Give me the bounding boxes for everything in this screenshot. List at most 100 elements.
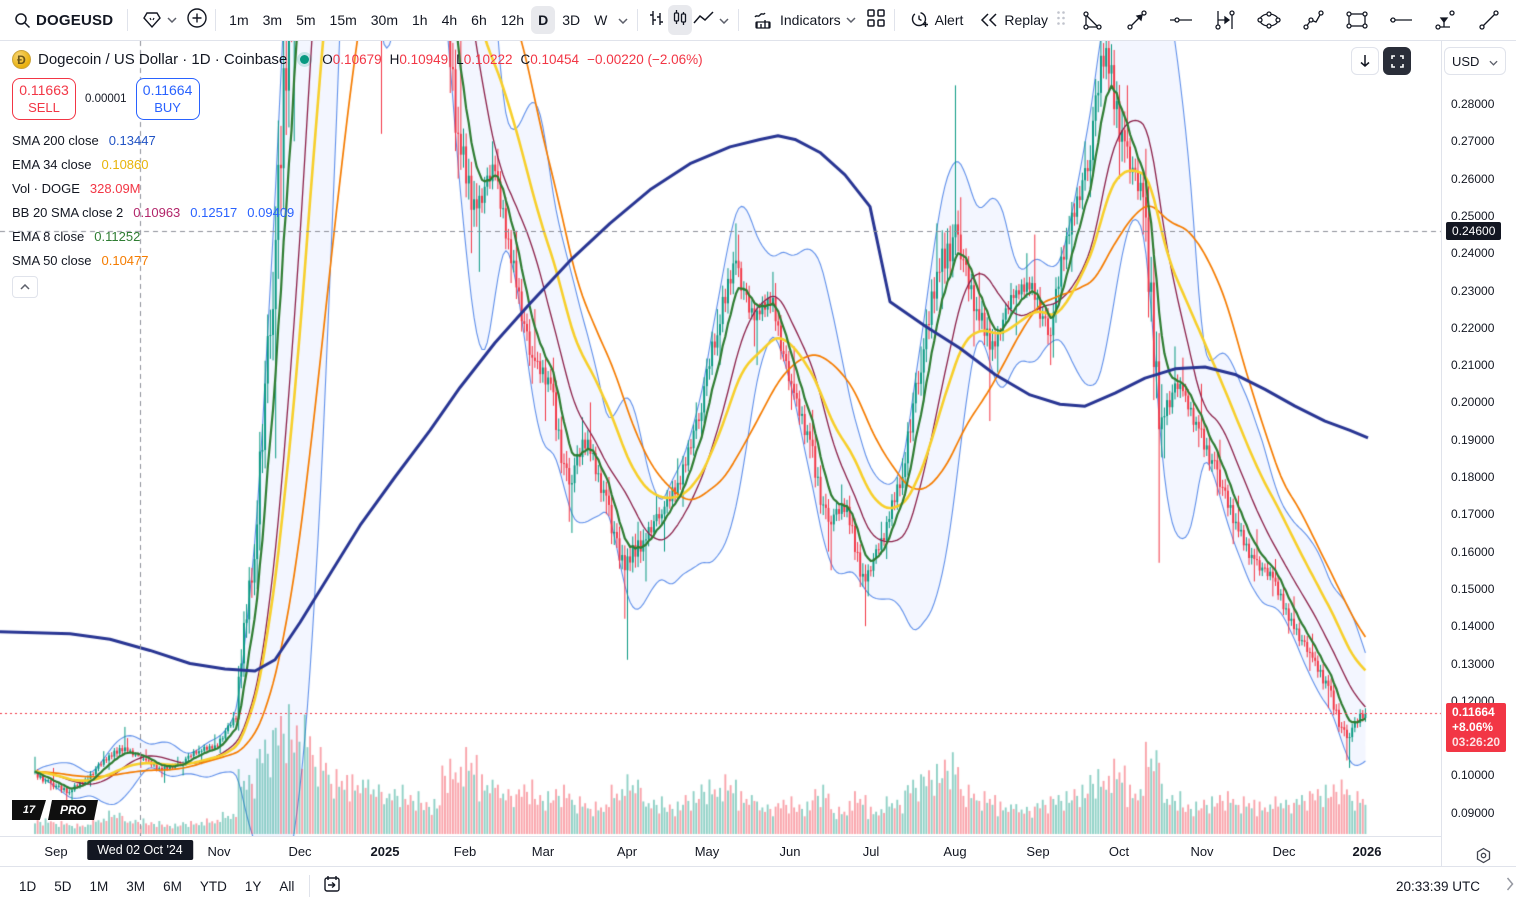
ohlc-item: −0.00220 (−2.06%)	[587, 52, 703, 67]
indicator-row[interactable]: EMA 34 close 0.10860	[12, 152, 703, 176]
trend-angle-tool[interactable]	[1076, 5, 1110, 35]
layout-grid-icon	[866, 8, 886, 33]
indicator-row[interactable]: SMA 50 close 0.10477	[12, 248, 703, 272]
timeframe-menu-button[interactable]	[614, 5, 630, 35]
price-tick: 0.27000	[1451, 134, 1495, 149]
timeframe-W[interactable]: W	[594, 12, 608, 28]
toolbar-separator	[893, 9, 895, 31]
indicator-value: 0.09409	[247, 204, 295, 220]
toolbar-separator	[636, 9, 638, 31]
last-price-price: 0.11664	[1452, 705, 1495, 720]
timeframe-30m[interactable]: 30m	[370, 12, 398, 28]
indicator-value: 0.12517	[190, 204, 238, 220]
horizontal-ray-tool[interactable]	[1164, 5, 1198, 35]
indicator-label: BB 20 SMA close 2	[12, 204, 124, 220]
search-icon	[14, 12, 31, 29]
timeframe-D[interactable]: D	[531, 6, 556, 34]
chevron-down-icon	[167, 17, 177, 23]
time-tick-Apr: Apr	[616, 844, 638, 859]
utc-clock[interactable]: 20:33:39 UTC	[1395, 878, 1480, 894]
price-tick: 0.13000	[1451, 656, 1495, 671]
price-tick: 0.10000	[1451, 768, 1495, 783]
horizontal-line-tool[interactable]	[1384, 5, 1418, 35]
indicator-row[interactable]: Vol · DOGE 328.09M	[12, 176, 703, 200]
axis-settings-gear-icon[interactable]	[1475, 847, 1492, 867]
maximize-pane-button[interactable]	[1383, 47, 1411, 75]
ohlc-item: H0.10949	[390, 52, 449, 67]
range-YTD[interactable]: YTD	[199, 878, 227, 894]
timeframe-15m[interactable]: 15m	[329, 12, 357, 28]
indicators-button[interactable]: Indicators	[745, 5, 864, 35]
time-tick-Oct: Oct	[1108, 844, 1130, 859]
sell-button[interactable]: 0.11663 SELL	[12, 78, 76, 120]
timeframe-3m[interactable]: 3m	[262, 12, 283, 28]
scroll-down-button[interactable]	[1351, 47, 1379, 75]
timeframe-1m[interactable]: 1m	[229, 12, 249, 28]
time-axis[interactable]: Sep Nov Dec 2025 Feb Mar Apr May Jun Jul Aug Sep Oct…	[0, 836, 1441, 866]
indicator-row[interactable]: BB 20 SMA close 2 0.10963 0.12517 0.09409	[12, 200, 703, 224]
range-5D[interactable]: 5D	[54, 878, 72, 894]
timeframe-3D[interactable]: 3D	[562, 12, 581, 28]
polyline-tool[interactable]	[1296, 5, 1330, 35]
range-1Y[interactable]: 1Y	[244, 878, 262, 894]
price-range-tool[interactable]	[1208, 5, 1242, 35]
gem-icon	[142, 11, 162, 29]
top-toolbar: DOGEUSD 1m 3m 5m 15m 30m 1h 4h 6h 12h D 3D W	[0, 0, 1516, 41]
timeframe-6h[interactable]: 6h	[471, 12, 487, 28]
range-1M[interactable]: 1M	[89, 878, 109, 894]
price-tick: 0.24000	[1451, 246, 1495, 261]
alert-button[interactable]: Alert	[901, 5, 972, 35]
trend-line-tool[interactable]	[1472, 5, 1506, 35]
currency-dropdown[interactable]: USD	[1444, 47, 1506, 75]
price-axis[interactable]: USD 0.28000 0.27000 0.26000 0.25000 0.24000 0…	[1441, 41, 1516, 866]
drag-handle-icon[interactable]	[1056, 10, 1066, 31]
bars-style-button[interactable]	[644, 5, 668, 35]
range-6M[interactable]: 6M	[163, 878, 182, 894]
crosshair-time-label: Wed 02 Oct '24	[87, 840, 193, 860]
indicators-label: Indicators	[779, 12, 841, 28]
bars-chart-icon	[646, 8, 666, 33]
buy-button[interactable]: 0.11664 BUY	[135, 78, 200, 120]
range-All[interactable]: All	[279, 878, 295, 894]
legend-collapse-button[interactable]	[12, 276, 38, 298]
price-chart-canvas[interactable]	[0, 41, 1441, 836]
indicator-label: Vol · DOGE	[12, 180, 80, 196]
long-position-tool[interactable]	[1428, 5, 1462, 35]
time-tick-Aug: Aug	[943, 844, 967, 859]
add-symbol-button[interactable]	[185, 5, 209, 35]
style-menu-button[interactable]	[716, 5, 732, 35]
symbol-title[interactable]: Dogecoin / US Dollar · 1D · Coinbase	[38, 51, 288, 68]
timeframe-4h[interactable]: 4h	[441, 12, 458, 28]
price-tick: 0.18000	[1451, 470, 1495, 484]
pro-badge: PRO	[48, 800, 99, 820]
last-price-label: 0.11664 +8.06% 03:26:20	[1446, 703, 1507, 753]
arrow-marker-tool[interactable]	[1120, 5, 1154, 35]
last-price-countdown: 03:26:20	[1452, 735, 1501, 750]
candlestick-icon	[670, 8, 690, 33]
timeframe-5m[interactable]: 5m	[296, 12, 316, 28]
time-tick-Dec: Dec	[288, 844, 312, 859]
market-status-icon[interactable]	[300, 55, 310, 64]
indicator-row[interactable]: EMA 8 close 0.11252	[12, 224, 703, 248]
chart-pane[interactable]: Đ Dogecoin / US Dollar · 1D · Coinbase O…	[0, 41, 1441, 836]
indicator-row[interactable]: SMA 200 close 0.13447	[12, 128, 703, 152]
line-style-button[interactable]	[692, 5, 716, 35]
layout-grid-button[interactable]	[864, 5, 888, 35]
tradingview-pro-logo[interactable]: 17 PRO	[12, 800, 99, 820]
timeframe-12h[interactable]: 12h	[500, 12, 525, 28]
candles-style-button[interactable]	[667, 5, 692, 35]
ohlc-key: O	[322, 52, 333, 67]
rectangle-tool[interactable]	[1340, 5, 1374, 35]
timeframe-1h[interactable]: 1h	[412, 12, 428, 28]
range-1D[interactable]: 1D	[19, 878, 37, 894]
range-3M[interactable]: 3M	[126, 878, 146, 894]
time-tick-Nov: Nov	[1190, 844, 1214, 859]
panel-expander-icon[interactable]	[1506, 877, 1514, 896]
plan-gem-button[interactable]	[134, 5, 185, 35]
go-to-date-button[interactable]	[316, 871, 348, 901]
trade-buttons-row: 0.11663 SELL 0.00001 0.11664 BUY	[12, 78, 703, 120]
ohlc-key: H	[389, 52, 400, 67]
replay-button[interactable]: Replay	[971, 5, 1056, 35]
ellipse-tool[interactable]	[1252, 5, 1286, 35]
symbol-search-button[interactable]: DOGEUSD	[6, 5, 121, 35]
